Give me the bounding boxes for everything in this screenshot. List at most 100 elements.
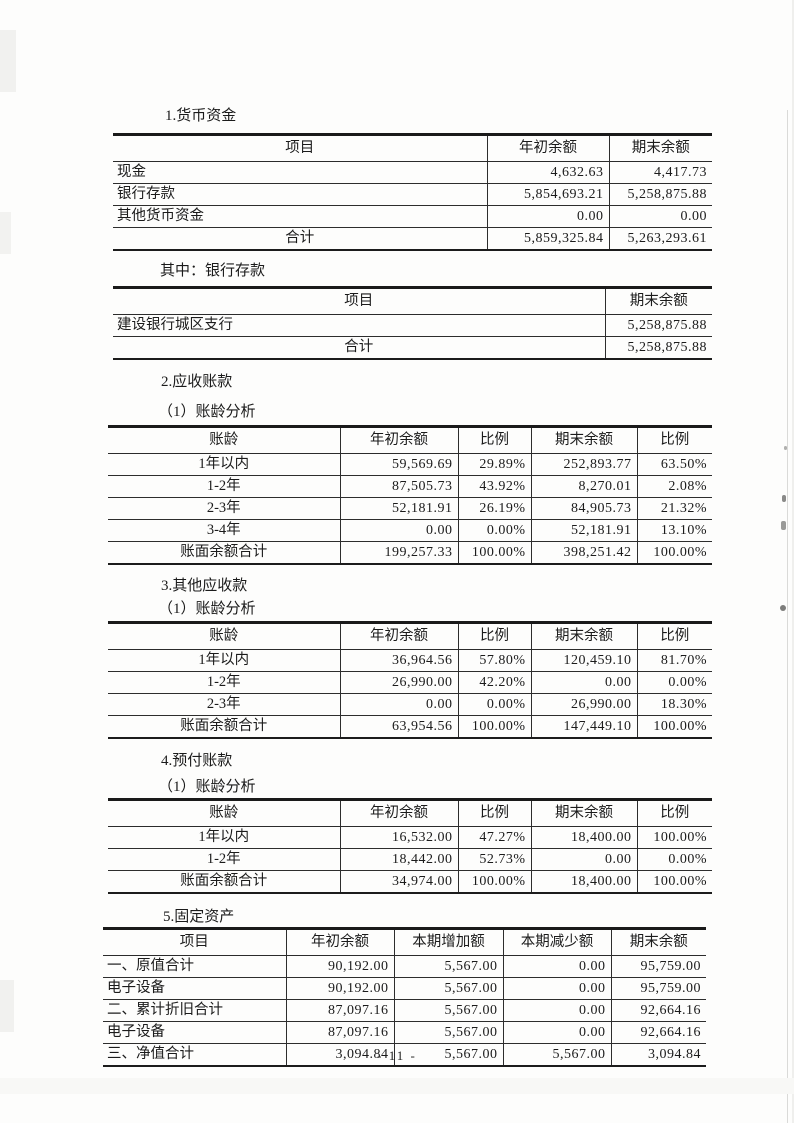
column-header: 期末余额 bbox=[608, 133, 712, 162]
column-header: 账龄 bbox=[108, 798, 340, 827]
column-header: 账龄 bbox=[108, 621, 340, 650]
row-label: 银行存款 bbox=[113, 183, 487, 206]
row-label: 1年以内 bbox=[108, 826, 340, 849]
cell-value: 0.00% bbox=[636, 671, 712, 694]
row-label: 2-3年 bbox=[108, 497, 340, 520]
table-row: 其他货币资金 0.00 0.00 bbox=[113, 205, 712, 228]
table-row: 3-4年 0.00 0.00% 52,181.91 13.10% bbox=[108, 519, 712, 542]
cell-value: 90,192.00 bbox=[285, 955, 394, 978]
cell-value: 52,181.91 bbox=[530, 519, 637, 542]
row-label: 建设银行城区支行 bbox=[113, 314, 605, 337]
row-label: 1年以内 bbox=[108, 453, 340, 476]
cell-value: 59,569.69 bbox=[339, 453, 458, 476]
cell-value: 5,258,875.88 bbox=[604, 336, 712, 359]
row-label: 其他货币资金 bbox=[113, 205, 487, 228]
cell-value: 8,270.01 bbox=[530, 475, 637, 498]
row-label: 账面余额合计 bbox=[108, 541, 340, 564]
monetary-funds-table: 项目 年初余额 期末余额 现金 4,632.63 4,417.73 银行存款 5,854,69… bbox=[113, 133, 712, 251]
cell-value: 0.00 bbox=[530, 671, 637, 694]
cell-value: 81.70% bbox=[636, 649, 712, 672]
column-header: 账龄 bbox=[108, 425, 340, 454]
section-heading-prepayments: 4.预付账款 bbox=[161, 753, 233, 769]
table-row: 合计 5,859,325.84 5,263,293.61 bbox=[113, 227, 712, 250]
table-row: 账面余额合计 63,954.56 100.00% 147,449.10 100.00% bbox=[108, 715, 712, 738]
prepayments-aging-table: 账龄 年初余额 比例 期末余额 比例 1年以内 16,532.00 47.27% 18,400.… bbox=[108, 798, 712, 894]
cell-value: 29.89% bbox=[457, 453, 531, 476]
cell-value: 5,567.00 bbox=[393, 977, 503, 1000]
table-row: 银行存款 5,854,693.21 5,258,875.88 bbox=[113, 183, 712, 206]
column-header: 年初余额 bbox=[339, 425, 458, 454]
row-label: 合计 bbox=[113, 227, 487, 250]
cell-value: 199,257.33 bbox=[339, 541, 458, 564]
table-row: 1年以内 36,964.56 57.80% 120,459.10 81.70% bbox=[108, 649, 712, 672]
cell-value: 92,664.16 bbox=[610, 1021, 706, 1044]
header-row: 项目 年初余额 期末余额 bbox=[113, 133, 712, 162]
table-row: 1-2年 26,990.00 42.20% 0.00 0.00% bbox=[108, 671, 712, 694]
column-header: 年初余额 bbox=[339, 798, 458, 827]
cell-value: 2.08% bbox=[636, 475, 712, 498]
cell-value: 0.00 bbox=[339, 519, 458, 542]
table-row: 合计 5,258,875.88 bbox=[113, 336, 712, 359]
section-heading-other-receivables: 3.其他应收款 bbox=[161, 578, 248, 594]
cell-value: 4,632.63 bbox=[486, 161, 609, 184]
table-row: 建设银行城区支行 5,258,875.88 bbox=[113, 314, 712, 337]
column-header: 比例 bbox=[636, 425, 712, 454]
bank-deposits-table: 项目 期末余额 建设银行城区支行 5,258,875.88 合计 5,258,875.88 bbox=[113, 286, 712, 360]
row-label: 1年以内 bbox=[108, 649, 340, 672]
scan-artifact bbox=[0, 980, 14, 1032]
table-row: 1年以内 59,569.69 29.89% 252,893.77 63.50% bbox=[108, 453, 712, 476]
row-label: 2-3年 bbox=[108, 693, 340, 716]
row-label: 三、净值合计 bbox=[103, 1043, 286, 1066]
cell-value: 398,251.42 bbox=[530, 541, 637, 564]
column-header: 比例 bbox=[636, 621, 712, 650]
scan-artifact bbox=[781, 521, 786, 530]
cell-value: 5,567.00 bbox=[393, 1021, 503, 1044]
column-header: 年初余额 bbox=[486, 133, 609, 162]
column-header: 项目 bbox=[103, 927, 286, 956]
cell-value: 0.00 bbox=[502, 999, 611, 1022]
column-header: 期末余额 bbox=[530, 621, 637, 650]
header-row: 账龄 年初余额 比例 期末余额 比例 bbox=[108, 798, 712, 827]
cell-value: 4,417.73 bbox=[608, 161, 712, 184]
subheading-aging-analysis: （1）账龄分析 bbox=[158, 779, 256, 795]
cell-value: 0.00 bbox=[530, 848, 637, 871]
scan-artifact bbox=[784, 446, 787, 450]
other-receivables-aging-table: 账龄 年初余额 比例 期末余额 比例 1年以内 36,964.56 57.80% 120,459… bbox=[108, 621, 712, 739]
section-heading-fixed-assets: 5.固定资产 bbox=[163, 909, 235, 925]
cell-value: 16,532.00 bbox=[339, 826, 458, 849]
table-row: 1-2年 18,442.00 52.73% 0.00 0.00% bbox=[108, 848, 712, 871]
cell-value: 0.00% bbox=[457, 519, 531, 542]
column-header: 比例 bbox=[636, 798, 712, 827]
cell-value: 5,567.00 bbox=[502, 1043, 611, 1066]
cell-value: 26,990.00 bbox=[339, 671, 458, 694]
cell-value: 3,094.84 bbox=[285, 1043, 394, 1066]
cell-value: 52,181.91 bbox=[339, 497, 458, 520]
header-row: 账龄 年初余额 比例 期末余额 比例 bbox=[108, 425, 712, 454]
column-header: 比例 bbox=[457, 798, 531, 827]
accounts-receivable-aging-table: 账龄 年初余额 比例 期末余额 比例 1年以内 59,569.69 29.89% 252,893… bbox=[108, 425, 712, 565]
cell-value: 34,974.00 bbox=[339, 870, 458, 893]
cell-value: 18,400.00 bbox=[530, 826, 637, 849]
row-label: 1-2年 bbox=[108, 475, 340, 498]
cell-value: 5,854,693.21 bbox=[486, 183, 609, 206]
scan-artifact bbox=[0, 212, 11, 254]
cell-value: 90,192.00 bbox=[285, 977, 394, 1000]
row-label: 账面余额合计 bbox=[108, 715, 340, 738]
cell-value: 120,459.10 bbox=[530, 649, 637, 672]
cell-value: 0.00 bbox=[502, 955, 611, 978]
cell-value: 26.19% bbox=[457, 497, 531, 520]
subheading-aging-analysis: （1）账龄分析 bbox=[158, 404, 256, 420]
cell-value: 100.00% bbox=[457, 715, 531, 738]
table-row: 账面余额合计 34,974.00 100.00% 18,400.00 100.00% bbox=[108, 870, 712, 893]
cell-value: 100.00% bbox=[636, 870, 712, 893]
row-label: 电子设备 bbox=[103, 1021, 286, 1044]
row-label: 3-4年 bbox=[108, 519, 340, 542]
cell-value: 100.00% bbox=[636, 826, 712, 849]
column-header: 期末余额 bbox=[530, 798, 637, 827]
column-header: 期末余额 bbox=[610, 927, 706, 956]
column-header: 本期减少额 bbox=[502, 927, 611, 956]
scan-artifact bbox=[0, 1078, 794, 1094]
cell-value: 0.00 bbox=[339, 693, 458, 716]
section-heading-bank-deposits: 其中：银行存款 bbox=[160, 263, 266, 279]
cell-value: 47.27% bbox=[457, 826, 531, 849]
